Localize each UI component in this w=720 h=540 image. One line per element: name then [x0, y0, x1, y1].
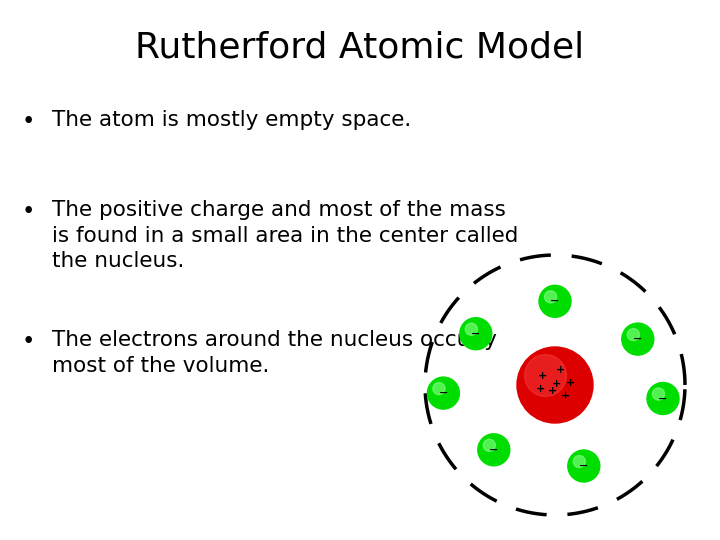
Text: +: + — [547, 387, 557, 396]
Circle shape — [627, 328, 639, 341]
Text: −: − — [550, 296, 559, 306]
Text: The atom is mostly empty space.: The atom is mostly empty space. — [52, 110, 411, 130]
Text: The positive charge and most of the mass
is found in a small area in the center : The positive charge and most of the mass… — [52, 200, 518, 271]
Text: Rutherford Atomic Model: Rutherford Atomic Model — [135, 30, 585, 64]
Circle shape — [465, 323, 477, 335]
Text: +: + — [556, 365, 565, 375]
Circle shape — [568, 450, 600, 482]
Text: •: • — [22, 200, 35, 223]
Circle shape — [525, 355, 567, 396]
Circle shape — [433, 382, 445, 395]
Text: −: − — [489, 445, 498, 455]
Text: +: + — [566, 378, 575, 388]
Text: −: − — [471, 329, 480, 339]
Text: +: + — [536, 384, 545, 394]
Circle shape — [483, 439, 495, 451]
Circle shape — [573, 455, 585, 468]
Text: •: • — [22, 330, 35, 353]
Circle shape — [622, 323, 654, 355]
Text: The electrons around the nucleus occupy
most of the volume.: The electrons around the nucleus occupy … — [52, 330, 497, 376]
Text: −: − — [658, 394, 667, 403]
Circle shape — [428, 377, 459, 409]
Circle shape — [460, 318, 492, 350]
Text: +: + — [552, 379, 561, 389]
Text: •: • — [22, 110, 35, 133]
Circle shape — [652, 388, 665, 400]
Circle shape — [647, 382, 679, 415]
Text: −: − — [633, 334, 642, 344]
Circle shape — [517, 347, 593, 423]
Text: −: − — [579, 461, 588, 471]
Circle shape — [544, 291, 557, 303]
Circle shape — [478, 434, 510, 466]
Text: +: + — [537, 372, 546, 381]
Text: +: + — [561, 391, 570, 401]
Circle shape — [539, 285, 571, 318]
Text: −: − — [438, 388, 448, 398]
